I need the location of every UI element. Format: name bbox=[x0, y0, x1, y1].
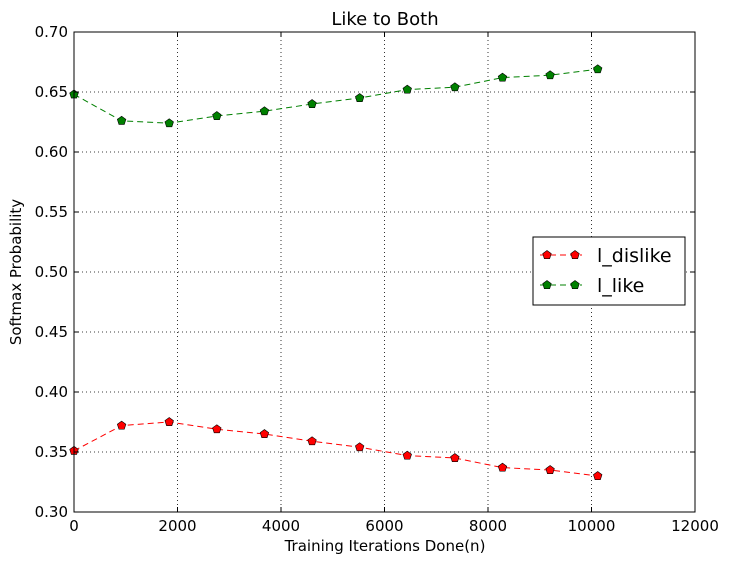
y-tick-label: 0.55 bbox=[35, 203, 68, 221]
data-point bbox=[307, 99, 317, 108]
y-tick-label: 0.35 bbox=[35, 443, 68, 461]
data-point bbox=[355, 93, 365, 102]
legend-entry: l_dislike bbox=[540, 245, 672, 267]
legend-label: l_like bbox=[597, 275, 644, 297]
data-point bbox=[259, 106, 270, 116]
y-tick-label: 0.65 bbox=[35, 83, 68, 101]
data-point bbox=[212, 111, 222, 120]
series-line bbox=[73, 68, 598, 124]
series-l_dislike bbox=[69, 417, 603, 480]
series-l_like bbox=[69, 64, 603, 128]
data-point bbox=[164, 417, 174, 426]
data-point bbox=[307, 436, 317, 446]
x-axis-label: Training Iterations Done(n) bbox=[284, 537, 486, 555]
data-point bbox=[259, 429, 270, 438]
data-point bbox=[402, 450, 412, 460]
data-point bbox=[593, 471, 603, 480]
x-tick-label: 6000 bbox=[365, 517, 403, 535]
x-tick-label: 8000 bbox=[469, 517, 507, 535]
data-point bbox=[116, 115, 127, 125]
y-tick-label: 0.70 bbox=[35, 23, 68, 41]
y-tick-label: 0.60 bbox=[35, 143, 68, 161]
data-point bbox=[212, 424, 222, 434]
tick-marks bbox=[73, 31, 696, 513]
data-point bbox=[116, 420, 127, 430]
y-tick-label: 0.40 bbox=[35, 383, 68, 401]
data-point bbox=[545, 465, 555, 474]
x-tick-label: 10000 bbox=[568, 517, 616, 535]
legend-marker bbox=[542, 250, 552, 259]
data-point bbox=[355, 442, 365, 452]
legend-label: l_dislike bbox=[597, 245, 672, 267]
x-tick-label: 0 bbox=[69, 517, 79, 535]
legend-marker bbox=[570, 280, 580, 289]
data-point bbox=[497, 462, 508, 472]
chart-title: Like to Both bbox=[331, 9, 438, 30]
x-tick-labels: 0 2000 4000 6000 8000 10000 12000 bbox=[69, 517, 719, 535]
data-point bbox=[593, 64, 603, 74]
data-point bbox=[450, 453, 460, 462]
y-tick-label: 0.30 bbox=[35, 503, 68, 521]
data-point bbox=[545, 70, 555, 80]
legend-entry: l_like bbox=[540, 275, 644, 297]
data-point bbox=[402, 84, 412, 94]
legend: l_dislike l_like bbox=[532, 236, 686, 306]
legend-marker bbox=[542, 280, 552, 289]
y-tick-label: 0.45 bbox=[35, 323, 68, 341]
data-point bbox=[164, 118, 174, 128]
y-tick-label: 0.50 bbox=[35, 263, 68, 281]
x-tick-label: 4000 bbox=[262, 517, 300, 535]
x-tick-label: 12000 bbox=[671, 517, 719, 535]
x-tick-label: 2000 bbox=[158, 517, 196, 535]
y-tick-labels: 0.30 0.35 0.40 0.45 0.50 0.55 0.60 0.65 0.70 bbox=[35, 23, 68, 521]
legend-marker bbox=[570, 250, 580, 259]
data-point bbox=[497, 72, 508, 82]
y-axis-label: Softmax Probability bbox=[7, 199, 25, 345]
series-line bbox=[73, 421, 598, 477]
data-point bbox=[450, 82, 460, 92]
legend-box bbox=[532, 236, 686, 306]
